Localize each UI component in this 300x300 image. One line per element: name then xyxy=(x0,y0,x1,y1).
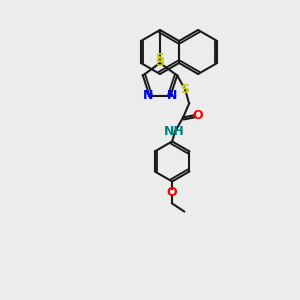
Text: N: N xyxy=(167,89,177,102)
Text: S: S xyxy=(155,52,164,65)
Text: NH: NH xyxy=(164,125,184,138)
Text: O: O xyxy=(167,186,177,199)
Text: S: S xyxy=(181,83,190,96)
Text: O: O xyxy=(193,109,203,122)
Text: N: N xyxy=(143,89,154,102)
Text: S: S xyxy=(155,56,164,70)
